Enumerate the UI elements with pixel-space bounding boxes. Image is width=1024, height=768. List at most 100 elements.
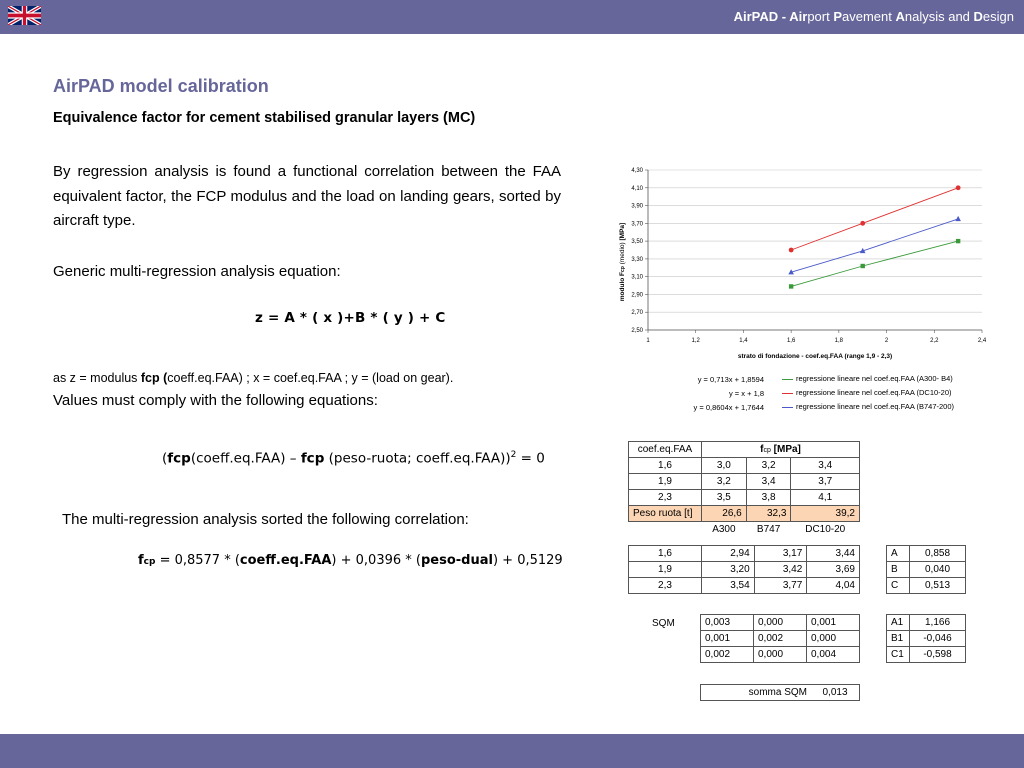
table-row: 2,3 3,5 3,8 4,1 — [628, 489, 860, 506]
table-cell: 3,5 — [701, 489, 747, 506]
page-title: AirPAD model calibration — [53, 76, 269, 96]
y-tick-label: 4,30 — [631, 168, 643, 174]
table-cell: 3,0 — [701, 457, 747, 474]
regression-equation: y = 0,8604x + 1,7644 — [693, 403, 764, 412]
table-cell: 3,8 — [745, 489, 792, 506]
x-axis-label: strato di fondazione - coef.eq.FAA (rang… — [738, 353, 892, 360]
table-cell: A300 — [712, 524, 736, 535]
table-row: 1,9 3,2 3,4 3,7 — [628, 473, 860, 490]
sqm-table: 0,003 0,000 0,001 0,001 0,002 0,000 0,002 0,0… — [700, 614, 860, 663]
legend-label: regressione lineare nel coef.eq.FAA (B74… — [796, 402, 955, 411]
regression-equation: y = x + 1,8 — [728, 389, 764, 398]
def-bold: fcp ( — [140, 371, 168, 385]
eq-part: ) + 0,0396 * ( — [331, 553, 421, 568]
title-part: nalysis and — [904, 9, 974, 24]
y-tick-label: 2,70 — [631, 310, 643, 316]
table-cell: 1,9 — [628, 473, 702, 490]
x-tick-label: 1,2 — [692, 338, 701, 344]
x-tick-label: 2 — [885, 338, 889, 344]
correlation-line: The multi-regression analysis sorted the… — [62, 511, 469, 528]
data-point-square — [788, 284, 794, 289]
legend-label: regressione lineare nel coef.eq.FAA (DC1… — [796, 388, 952, 397]
table-cell: 3,2 — [701, 473, 747, 490]
data-point-triangle — [955, 215, 961, 222]
table-cell: B1 — [886, 630, 910, 647]
table-cell: 3,4 — [745, 473, 792, 490]
table-cell: B747 — [756, 524, 781, 535]
table-cell: 1,9 — [628, 561, 702, 578]
x-tick-label: 1,4 — [739, 338, 748, 344]
title-part: P — [833, 9, 842, 24]
table-cell: A — [886, 545, 910, 562]
table-row: somma SQM 0,013 — [700, 684, 860, 701]
table-cell: 1,6 — [628, 457, 702, 474]
y-axis-label: modulo Fcp (medio) [MPa] — [619, 223, 626, 301]
table-header: fcp [MPa] — [701, 441, 860, 458]
table-cell: 4,1 — [790, 489, 860, 506]
table-cell — [629, 522, 702, 538]
series-line — [791, 240, 959, 287]
table-cell: 0,000 — [753, 614, 807, 631]
table-cell: 3,54 — [701, 577, 755, 594]
table-row: C1 -0,598 — [886, 646, 966, 663]
table-cell: 2,3 — [628, 489, 702, 506]
table-cell: 3,77 — [753, 577, 808, 594]
title-part: A — [895, 9, 905, 24]
eq-part: fcp — [300, 450, 325, 467]
app-title: AirPAD - Airport Pavement Analysis and D… — [734, 9, 1014, 24]
table-row: Peso ruota [t] 26,6 32,3 39,2 — [628, 505, 860, 522]
table-cell: Peso ruota [t] — [628, 505, 702, 522]
table-cell: A1 — [886, 614, 910, 631]
table-cell: 0,000 — [753, 646, 807, 663]
table-row: A 0,858 — [886, 545, 966, 562]
table-cell: 0,040 — [909, 561, 966, 578]
table-cell: C — [886, 577, 910, 594]
eq-part: coeff.eq.FAA — [239, 553, 332, 568]
calculated-table: 1,6 2,94 3,17 3,44 1,9 3,20 3,42 3,69 2,… — [628, 545, 860, 594]
table-cell: 0,001 — [700, 630, 754, 647]
eq-part: peso-dual — [420, 553, 493, 568]
sqm-sum-value: 0,013 — [811, 684, 860, 701]
legend-line-icon — [782, 406, 793, 408]
table-cell: 0,004 — [806, 646, 860, 663]
data-point-circle — [955, 185, 961, 191]
section-subtitle: Equivalence factor for cement stabilised… — [53, 110, 476, 126]
table-row: 1,6 3,0 3,2 3,4 — [628, 457, 860, 474]
x-tick-label: 2,4 — [978, 338, 987, 344]
intro-paragraph: By regression analysis is found a functi… — [53, 163, 561, 229]
table-cell: DC10-20 — [805, 524, 846, 535]
title-part: Air — [789, 9, 808, 24]
table-cell: 3,20 — [701, 561, 755, 578]
table-cell: 4,04 — [806, 577, 860, 594]
y-tick-label: 3,90 — [631, 204, 643, 210]
x-tick-label: 1 — [646, 338, 650, 344]
table-cell: 3,69 — [806, 561, 860, 578]
x-tick-label: 2,2 — [930, 338, 939, 344]
y-tick-label: 3,30 — [631, 257, 643, 263]
eq-part: f — [138, 553, 144, 568]
table-cell: 0,513 — [909, 577, 966, 594]
eq-part: ) + 0,5129 — [492, 553, 563, 568]
table-cell: B — [886, 561, 910, 578]
series-line — [791, 218, 959, 273]
eq-part: cp — [143, 557, 156, 567]
regression-equation: y = 0,713x + 1,8594 — [697, 375, 764, 384]
data-point-triangle — [788, 269, 794, 275]
table-cell: 3,2 — [745, 457, 792, 474]
coefficients-table: A 0,858 B 0,040 C 0,513 — [886, 545, 966, 594]
uk-flag-icon — [8, 6, 41, 25]
table-row: C 0,513 — [886, 577, 966, 594]
table-row: 1,9 3,20 3,42 3,69 — [628, 561, 860, 578]
sqm-sum-label: somma SQM — [700, 684, 811, 701]
header-bar: AirPAD - Airport Pavement Analysis and D… — [0, 0, 1024, 34]
x-tick-label: 1,8 — [835, 338, 844, 344]
legend-label: regressione lineare nel coef.eq.FAA (A30… — [796, 374, 953, 383]
constraint-equation: (fcp(coeff.eq.FAA) – fcp (peso-ruota; co… — [162, 450, 545, 467]
table-cell: 2,94 — [701, 545, 755, 562]
table-row: B1 -0,046 — [886, 630, 966, 647]
title-part: AirPAD - — [733, 9, 790, 24]
y-tick-label: 4,10 — [631, 186, 643, 192]
table-cell: 0,002 — [700, 646, 754, 663]
title-part: D — [973, 9, 983, 24]
data-point-circle — [860, 220, 866, 226]
